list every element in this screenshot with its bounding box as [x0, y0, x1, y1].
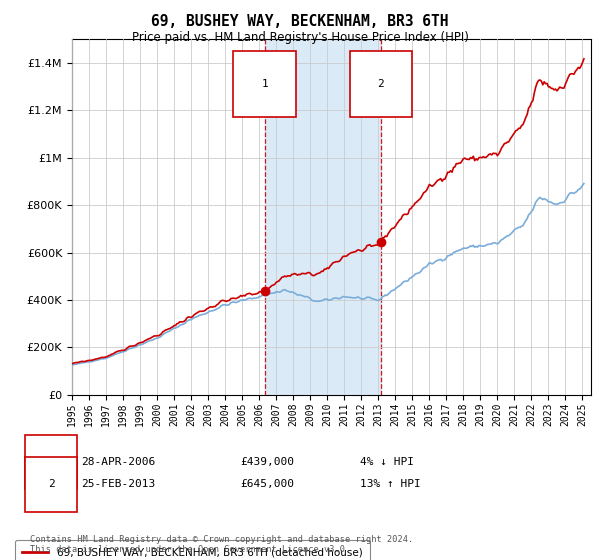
- Text: 13% ↑ HPI: 13% ↑ HPI: [360, 479, 421, 489]
- Text: £645,000: £645,000: [240, 479, 294, 489]
- Text: Price paid vs. HM Land Registry's House Price Index (HPI): Price paid vs. HM Land Registry's House …: [131, 31, 469, 44]
- Text: Contains HM Land Registry data © Crown copyright and database right 2024.
This d: Contains HM Land Registry data © Crown c…: [30, 535, 413, 554]
- Legend: 69, BUSHEY WAY, BECKENHAM, BR3 6TH (detached house), HPI: Average price, detache: 69, BUSHEY WAY, BECKENHAM, BR3 6TH (deta…: [15, 540, 370, 560]
- Text: £439,000: £439,000: [240, 457, 294, 467]
- Text: 4% ↓ HPI: 4% ↓ HPI: [360, 457, 414, 467]
- Bar: [265, 39, 381, 395]
- Text: 2: 2: [377, 80, 384, 89]
- Text: 25-FEB-2013: 25-FEB-2013: [81, 479, 155, 489]
- Text: 1: 1: [261, 80, 268, 89]
- Text: 69, BUSHEY WAY, BECKENHAM, BR3 6TH: 69, BUSHEY WAY, BECKENHAM, BR3 6TH: [151, 14, 449, 29]
- Text: 1: 1: [47, 457, 55, 467]
- Text: 28-APR-2006: 28-APR-2006: [81, 457, 155, 467]
- Text: 2: 2: [47, 479, 55, 489]
